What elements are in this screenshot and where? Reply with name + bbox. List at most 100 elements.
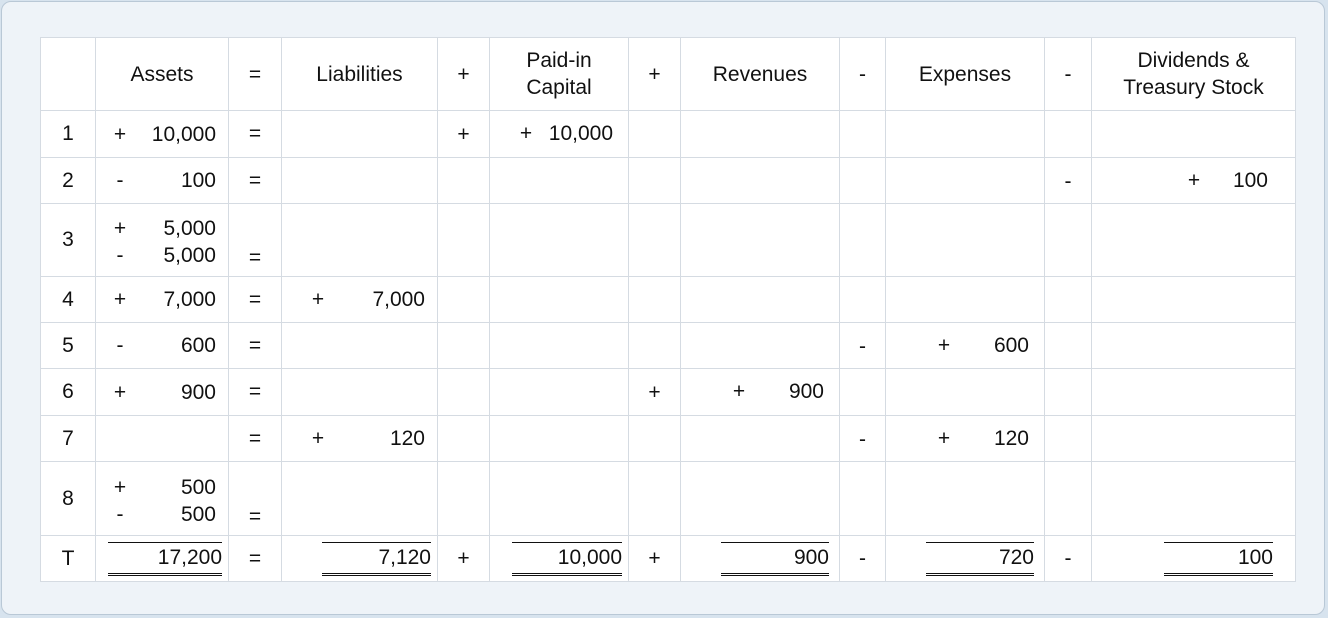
total-revenues: 900 xyxy=(680,535,840,582)
assets-amount: 600 xyxy=(180,334,216,357)
total-plus: + xyxy=(437,535,490,582)
expenses-cell: +600 xyxy=(885,322,1045,369)
equals-cell: = xyxy=(228,368,282,416)
expenses-cell xyxy=(885,157,1045,204)
transaction-row: 1 +10,000 = + +10,000 xyxy=(40,110,1296,158)
assets-entry: - 500 xyxy=(110,501,217,528)
row-label: 7 xyxy=(40,415,96,462)
assets-cell: - 100 xyxy=(95,157,229,204)
paid-in-capital-entry: +10,000 xyxy=(490,122,628,146)
assets-cell: +900 xyxy=(95,368,229,416)
header-liabilities: Liabilities xyxy=(281,37,438,111)
expenses-entry: +600 xyxy=(886,334,1044,358)
plus-cell xyxy=(437,157,490,204)
liabilities-amount: 120 xyxy=(389,426,425,450)
minus-cell xyxy=(1044,203,1092,277)
minus-cell: - xyxy=(839,322,886,369)
header-minus: - xyxy=(839,37,886,111)
minus-cell xyxy=(1044,110,1092,158)
expenses-amount: 600 xyxy=(993,333,1029,357)
liabilities-cell xyxy=(281,203,438,277)
minus-cell xyxy=(1044,415,1092,462)
transaction-row: 2-100 = - +100 xyxy=(40,157,1296,204)
header-plus: + xyxy=(437,37,490,111)
assets-entry: - 600 xyxy=(110,332,217,359)
plus-cell: + xyxy=(437,110,490,158)
paid-in-capital-cell xyxy=(489,415,629,462)
liabilities-cell: +7,000 xyxy=(281,276,438,323)
assets-entry: +500 xyxy=(110,474,216,501)
assets-cell: - 600 xyxy=(95,322,229,369)
revenues-cell xyxy=(680,322,840,369)
totals-row: T 17,200 = 7,120 + 10,000 + 900 - 720 - … xyxy=(40,535,1296,582)
liabilities-entry: +7,000 xyxy=(282,288,437,312)
assets-amount: 7,000 xyxy=(163,288,216,311)
minus-cell xyxy=(839,203,886,277)
assets-entries: +900 xyxy=(96,379,228,406)
assets-entry: +7,000 xyxy=(110,286,216,313)
plus-cell xyxy=(437,368,490,416)
revenues-cell xyxy=(680,415,840,462)
liabilities-cell xyxy=(281,157,438,204)
assets-entries: - 600 xyxy=(96,332,228,359)
minus-cell xyxy=(1044,461,1092,536)
total-liabilities-value: 7,120 xyxy=(322,541,431,576)
assets-entry: +5,000 xyxy=(110,215,216,242)
paid-in-capital-cell xyxy=(489,322,629,369)
row-label: 3 xyxy=(40,203,96,277)
expenses-cell xyxy=(885,368,1045,416)
equals-cell: = xyxy=(228,157,282,204)
liabilities-cell xyxy=(281,368,438,416)
dividends-cell xyxy=(1091,276,1296,323)
assets-cell: +500-500 xyxy=(95,461,229,536)
plus-cell xyxy=(628,415,681,462)
minus-cell xyxy=(839,368,886,416)
revenues-cell xyxy=(680,157,840,204)
assets-amount: 100 xyxy=(180,169,216,192)
minus-cell xyxy=(839,461,886,536)
transaction-row: 8 +500-500 = xyxy=(40,461,1296,536)
equals-cell: = xyxy=(228,461,282,536)
header-assets: Assets xyxy=(95,37,229,111)
expenses-cell xyxy=(885,276,1045,323)
assets-sign: - xyxy=(116,334,124,357)
liabilities-cell xyxy=(281,110,438,158)
revenues-cell xyxy=(680,461,840,536)
row-label: 6 xyxy=(40,368,96,416)
row-label: 2 xyxy=(40,157,96,204)
expenses-entry: +120 xyxy=(886,427,1044,451)
assets-cell: +5,000-5,000 xyxy=(95,203,229,277)
row-label: 1 xyxy=(40,110,96,158)
plus-cell xyxy=(437,322,490,369)
liabilities-cell xyxy=(281,461,438,536)
assets-sign: + xyxy=(113,122,127,146)
transaction-row: 3 +5,000-5,000 = xyxy=(40,203,1296,277)
minus-cell xyxy=(839,276,886,323)
plus-cell: + xyxy=(628,368,681,416)
dividends-amount: 100 xyxy=(1232,168,1268,192)
dividends-cell xyxy=(1091,461,1296,536)
total-minus: - xyxy=(1044,535,1092,582)
assets-sign: - xyxy=(116,169,124,192)
assets-entries: +10,000 xyxy=(96,121,228,148)
revenues-cell xyxy=(680,276,840,323)
row-label: 8 xyxy=(40,461,96,536)
minus-cell xyxy=(1044,276,1092,323)
total-dividends: 100 xyxy=(1091,535,1296,582)
liabilities-cell xyxy=(281,322,438,369)
assets-amount: 500 xyxy=(180,502,216,526)
plus-cell xyxy=(628,203,681,277)
assets-entry: +10,000 xyxy=(110,121,216,148)
assets-entries: +5,000-5,000 xyxy=(96,215,228,269)
total-plus: + xyxy=(628,535,681,582)
revenues-amount: 900 xyxy=(788,380,824,403)
liabilities-cell: +120 xyxy=(281,415,438,462)
assets-entries: - 100 xyxy=(96,167,228,194)
transaction-row: 6 +900 = + +900 xyxy=(40,368,1296,416)
plus-cell xyxy=(628,110,681,158)
transaction-row: 7 = +120- +120 xyxy=(40,415,1296,462)
dividends-cell xyxy=(1091,368,1296,416)
assets-amount: 500 xyxy=(180,475,216,499)
minus-cell: - xyxy=(839,415,886,462)
plus-cell xyxy=(437,203,490,277)
